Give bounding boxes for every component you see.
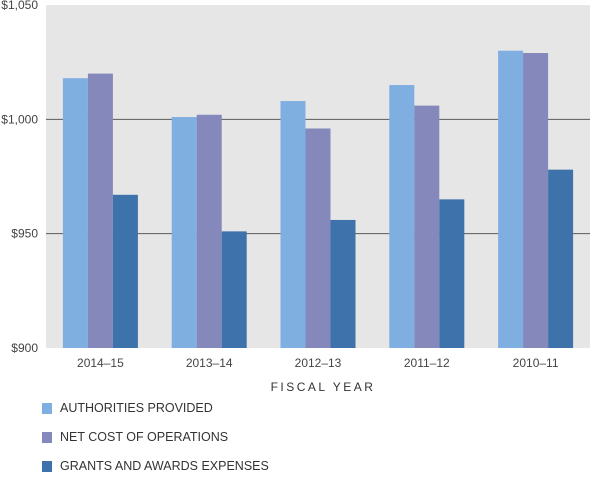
x-tick-label: 2012–13: [295, 356, 342, 370]
legend-swatch: [42, 431, 52, 443]
y-axis: $900 $950 $1,000 $1,050: [1, 0, 38, 355]
y-tick-label: $1,050: [1, 0, 38, 12]
legend-label: AUTHORITIES PROVIDED: [60, 401, 213, 415]
y-tick-label: $900: [11, 341, 38, 355]
x-tick-label: 2014–15: [77, 356, 124, 370]
bar-grants-and-awards-expenses-0: [112, 194, 138, 348]
bar-authorities-provided-1: [171, 117, 197, 349]
bar-net-cost-of-operations-2: [305, 128, 331, 348]
y-tick-label: $950: [11, 227, 38, 241]
y-tick-label: $1,000: [1, 112, 38, 126]
legend: AUTHORITIES PROVIDED NET COST OF OPERATIO…: [42, 398, 269, 485]
x-axis-label: FISCAL YEAR: [271, 380, 376, 394]
x-tick-label: 2013–14: [186, 356, 233, 370]
bar-grants-and-awards-expenses-1: [221, 231, 247, 348]
x-tick-label: 2010–11: [513, 356, 559, 370]
legend-item: NET COST OF OPERATIONS: [42, 427, 269, 447]
bar-authorities-provided-2: [280, 101, 306, 348]
legend-label: GRANTS AND AWARDS EXPENSES: [60, 459, 269, 473]
legend-label: NET COST OF OPERATIONS: [60, 430, 229, 444]
legend-item: AUTHORITIES PROVIDED: [42, 398, 269, 418]
bar-net-cost-of-operations-0: [87, 73, 113, 348]
bar-chart: $900 $950 $1,000 $1,050 2014–15 2013–14 2012–…: [1, 0, 590, 394]
bar-authorities-provided-3: [389, 85, 415, 349]
bar-grants-and-awards-expenses-3: [439, 199, 465, 348]
bar-net-cost-of-operations-4: [523, 53, 549, 349]
legend-swatch: [42, 402, 52, 414]
bars: [62, 50, 574, 349]
bar-net-cost-of-operations-3: [414, 105, 440, 348]
bar-authorities-provided-4: [498, 50, 524, 348]
x-axis: 2014–15 2013–14 2012–13 2011–12 2010–11: [77, 356, 559, 370]
bar-grants-and-awards-expenses-2: [330, 219, 356, 348]
x-tick-label: 2011–12: [404, 356, 450, 370]
legend-item: GRANTS AND AWARDS EXPENSES: [42, 456, 269, 476]
bar-grants-and-awards-expenses-4: [548, 169, 574, 348]
legend-swatch: [42, 460, 52, 472]
bar-net-cost-of-operations-1: [196, 114, 222, 348]
bar-authorities-provided-0: [62, 78, 88, 348]
